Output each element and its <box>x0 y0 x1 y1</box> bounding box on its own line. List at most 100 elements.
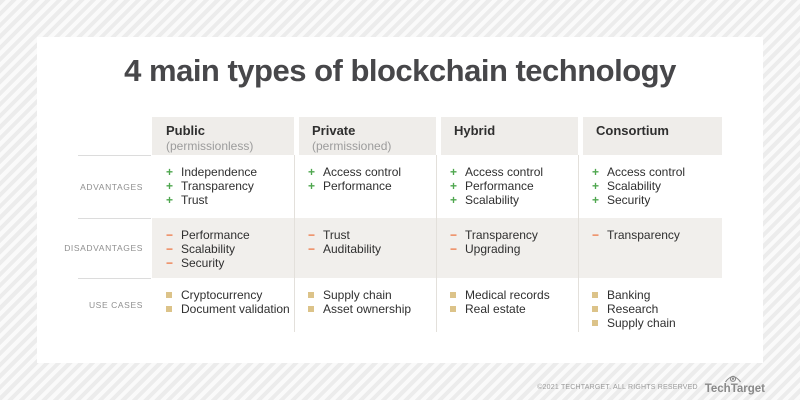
plus-icon: + <box>166 179 174 193</box>
plus-icon: + <box>592 193 600 207</box>
plus-icon: + <box>450 179 458 193</box>
plus-icon: + <box>592 165 600 179</box>
item-label: Banking <box>607 288 651 302</box>
row-label-advantages: ADVANTAGES <box>37 155 152 218</box>
disadvantages-cell-consortium: − Transparency <box>578 218 722 278</box>
disadvantage-item: − Trust <box>308 228 432 242</box>
column-name: Private <box>312 123 356 138</box>
minus-icon: − <box>166 242 174 256</box>
use-case-item: Document validation <box>166 302 290 316</box>
advantages-cell-consortium: + Access control + Scalability + Security <box>578 155 722 218</box>
brand-text: TechTarget <box>704 383 765 395</box>
row-label-disadvantages: DISADVANTAGES <box>37 218 152 278</box>
advantage-item: + Trust <box>166 193 290 207</box>
item-label: Performance <box>465 179 534 193</box>
use-case-item: Cryptocurrency <box>166 288 290 302</box>
disadvantage-item: − Scalability <box>166 242 290 256</box>
footer: ©2021 TECHTARGET. ALL RIGHTS RESERVED Te… <box>537 373 765 395</box>
item-label: Access control <box>607 165 686 179</box>
item-label: Auditability <box>323 242 382 256</box>
use-case-item: Asset ownership <box>308 302 432 316</box>
minus-icon: − <box>308 228 316 242</box>
plus-icon: + <box>450 193 458 207</box>
techtarget-logo: TechTarget <box>705 373 765 395</box>
advantage-item: + Access control <box>592 165 718 179</box>
advantage-item: + Performance <box>450 179 574 193</box>
use-cases-cell-private: Supply chain Asset ownership <box>294 278 436 332</box>
minus-icon: − <box>166 256 174 270</box>
item-label: Performance <box>323 179 392 193</box>
item-label: Scalability <box>181 242 236 256</box>
plus-icon: + <box>308 179 316 193</box>
item-label: Access control <box>465 165 544 179</box>
item-label: Scalability <box>465 193 520 207</box>
item-label: Scalability <box>607 179 662 193</box>
column-subtitle: (permissionless) <box>166 139 254 153</box>
item-label: Access control <box>323 165 402 179</box>
advantages-cell-public: + Independence + Transparency + Trust <box>152 155 294 218</box>
plus-icon: + <box>308 165 316 179</box>
minus-icon: − <box>308 242 316 256</box>
use-case-item: Research <box>592 302 718 316</box>
advantage-item: + Access control <box>450 165 574 179</box>
corner-cell <box>37 117 152 155</box>
item-label: Cryptocurrency <box>181 288 263 302</box>
column-subtitle: (permissioned) <box>312 139 392 153</box>
item-label: Real estate <box>465 302 526 316</box>
item-label: Independence <box>181 165 258 179</box>
plus-icon: + <box>166 165 174 179</box>
column-header-private: Private (permissioned) <box>294 117 436 155</box>
advantage-item: + Security <box>592 193 718 207</box>
disadvantage-item: − Transparency <box>450 228 574 242</box>
item-label: Asset ownership <box>323 302 412 316</box>
advantages-cell-hybrid: + Access control + Performance + Scalabilit… <box>436 155 578 218</box>
use-cases-cell-consortium: Banking Research Supply chain <box>578 278 722 332</box>
square-icon <box>308 288 323 298</box>
disadvantages-cell-private: − Trust − Auditability <box>294 218 436 278</box>
minus-icon: − <box>166 228 174 242</box>
minus-icon: − <box>592 228 600 242</box>
column-name: Public <box>166 123 206 138</box>
square-icon <box>450 302 465 312</box>
item-label: Upgrading <box>465 242 521 256</box>
plus-icon: + <box>592 179 600 193</box>
page-title: 4 main types of blockchain technology <box>124 53 676 88</box>
item-label: Performance <box>181 228 250 242</box>
column-header-hybrid: Hybrid <box>436 117 578 155</box>
column-name: Consortium <box>596 123 669 138</box>
advantage-item: + Transparency <box>166 179 290 193</box>
disadvantages-cell-hybrid: − Transparency − Upgrading <box>436 218 578 278</box>
item-label: Supply chain <box>323 288 392 302</box>
item-label: Transparency <box>607 228 680 242</box>
column-header-consortium: Consortium <box>578 117 722 155</box>
use-cases-cell-public: Cryptocurrency Document validation <box>152 278 294 332</box>
item-label: Transparency <box>181 179 254 193</box>
use-case-item: Supply chain <box>308 288 432 302</box>
infographic-card: 4 main types of blockchain technology Pu… <box>37 37 763 363</box>
eye-icon <box>724 375 741 383</box>
use-case-item: Real estate <box>450 302 574 316</box>
column-header-public: Public (permissionless) <box>152 117 294 155</box>
square-icon <box>166 302 181 312</box>
item-label: Medical records <box>465 288 550 302</box>
square-icon <box>592 316 607 326</box>
column-name: Hybrid <box>454 123 496 138</box>
advantage-item: + Scalability <box>450 193 574 207</box>
square-icon <box>592 288 607 298</box>
item-label: Research <box>607 302 659 316</box>
use-case-item: Banking <box>592 288 718 302</box>
disadvantage-item: − Auditability <box>308 242 432 256</box>
minus-icon: − <box>450 242 458 256</box>
advantage-item: + Independence <box>166 165 290 179</box>
item-label: Supply chain <box>607 316 676 330</box>
plus-icon: + <box>166 193 174 207</box>
disadvantage-item: − Transparency <box>592 228 718 242</box>
item-label: Security <box>607 193 651 207</box>
item-label: Security <box>181 256 225 270</box>
square-icon <box>166 288 181 298</box>
disadvantages-cell-public: − Performance − Scalability − Security <box>152 218 294 278</box>
copyright-text: ©2021 TECHTARGET. ALL RIGHTS RESERVED <box>537 384 698 391</box>
square-icon <box>308 302 323 312</box>
disadvantage-item: − Performance <box>166 228 290 242</box>
advantage-item: + Access control <box>308 165 432 179</box>
